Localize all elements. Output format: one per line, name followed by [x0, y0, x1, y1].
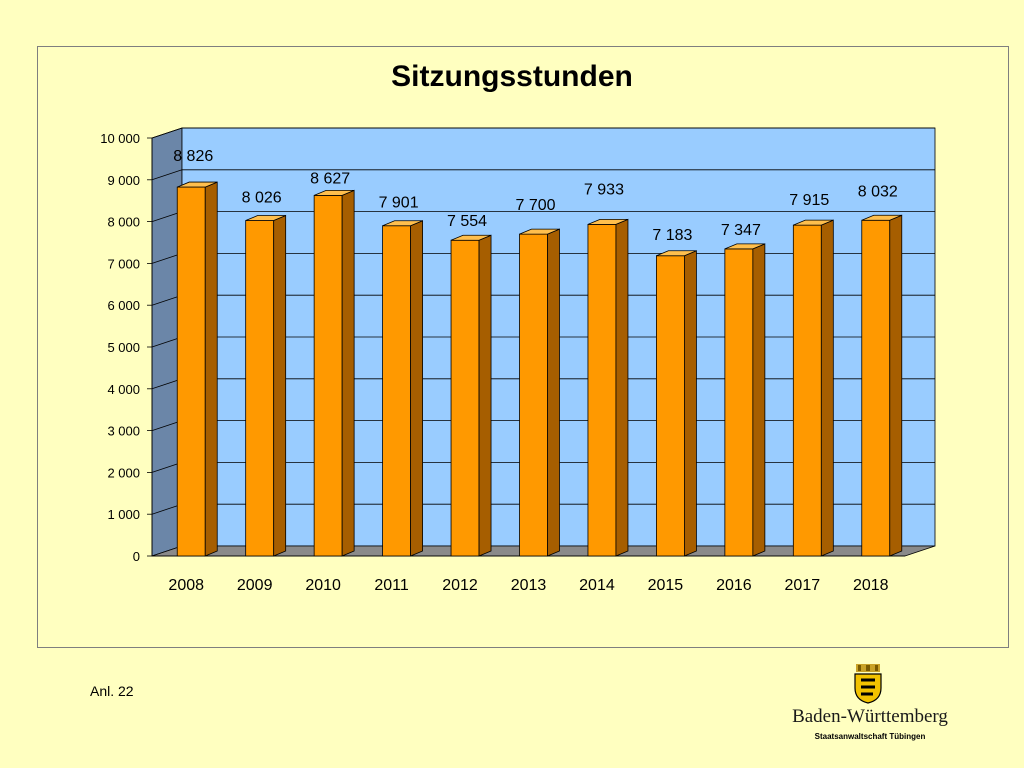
y-tick-label: 1 000: [107, 507, 140, 522]
gridline-side: [151, 169, 183, 181]
logo-name: Baden-Württemberg: [792, 706, 948, 727]
x-tick-label: 2009: [237, 577, 273, 594]
y-tick-label: 7 000: [107, 256, 140, 271]
data-label: 7 933: [584, 181, 624, 198]
data-label: 8 032: [858, 183, 898, 200]
bar-top: [177, 181, 218, 188]
bar-side: [341, 189, 355, 557]
bar-top: [656, 250, 697, 257]
baden-wuerttemberg-logo: Baden-Württemberg Staatsanwaltschaft Tüb…: [790, 664, 950, 748]
x-tick-label: 2010: [305, 577, 341, 594]
data-label: 8 826: [173, 148, 213, 165]
bar: [176, 186, 206, 557]
bar-side: [820, 219, 834, 557]
bar-side: [615, 218, 629, 557]
bar-top: [313, 189, 355, 196]
y-tick-label: 6 000: [107, 298, 140, 313]
y-tick-label: 2 000: [107, 465, 140, 480]
bar-top: [450, 234, 492, 241]
x-tick-label: 2017: [785, 577, 821, 594]
bar-side: [410, 220, 423, 557]
data-label: 7 183: [652, 227, 692, 244]
y-tick-label: 3 000: [107, 424, 140, 439]
bar: [656, 255, 685, 557]
y-tick-label: 4 000: [107, 382, 140, 397]
bar-top: [793, 219, 834, 226]
y-tick-label: 5 000: [107, 340, 140, 355]
bar: [861, 219, 891, 557]
bar-side: [273, 214, 287, 557]
bar: [724, 248, 754, 557]
bar-side: [684, 250, 697, 557]
bar-top: [382, 220, 423, 227]
bar: [382, 225, 411, 557]
bar-side: [547, 228, 560, 557]
x-tick-label: 2018: [853, 577, 889, 594]
bar-top: [587, 219, 629, 225]
chart-title: Sitzungsstunden: [391, 60, 633, 93]
logo-subtitle: Staatsanwaltschaft Tübingen: [814, 732, 926, 741]
data-label: 8 627: [310, 170, 350, 187]
y-tick-label: 10 000: [100, 131, 140, 146]
x-tick-label: 2008: [168, 577, 204, 594]
data-label: 7 901: [379, 195, 419, 212]
bar: [587, 224, 617, 557]
data-label: 7 700: [515, 197, 555, 214]
bar: [313, 194, 343, 557]
data-label: 7 915: [789, 192, 829, 209]
y-tick-label: 0: [133, 549, 140, 564]
bar-top: [519, 228, 560, 235]
gridline-side: [151, 127, 183, 139]
x-tick-label: 2011: [374, 577, 409, 594]
bar: [450, 239, 480, 557]
bar-top: [245, 215, 286, 221]
bar-top: [861, 214, 902, 221]
y-tick-label: 9 000: [107, 173, 140, 188]
coat-of-arms-icon: [854, 664, 882, 704]
x-tick-label: 2014: [579, 577, 615, 594]
bar-side: [889, 214, 903, 557]
data-label: 7 554: [447, 213, 487, 230]
x-tick-label: 2016: [716, 577, 752, 594]
bar-side: [478, 234, 492, 557]
bar-side: [204, 181, 218, 557]
data-label: 8 026: [242, 190, 282, 207]
bar: [792, 224, 822, 557]
x-tick-label: 2015: [648, 577, 684, 594]
bar-top: [724, 243, 766, 250]
bar: [245, 220, 275, 557]
x-tick-label: 2012: [442, 577, 478, 594]
x-tick-label: 2013: [511, 577, 547, 594]
bar-side: [752, 243, 766, 557]
bar: [519, 233, 548, 557]
y-tick-label: 8 000: [107, 215, 140, 230]
chart-frame: [37, 46, 1009, 648]
footnote: Anl. 22: [90, 683, 134, 699]
data-label: 7 347: [721, 222, 761, 239]
